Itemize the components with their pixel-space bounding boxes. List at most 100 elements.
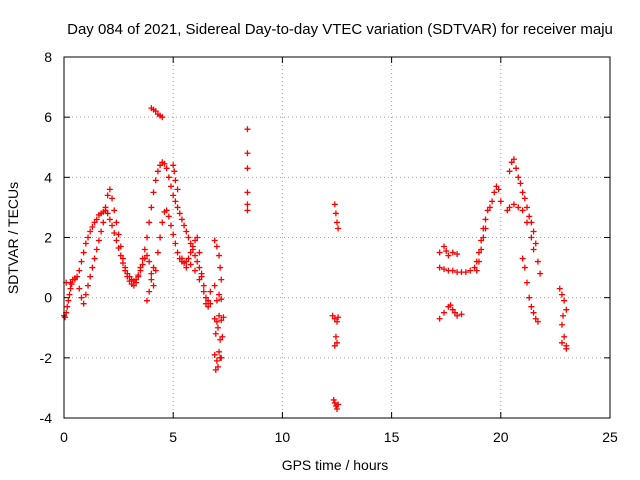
data-point <box>441 243 448 250</box>
data-point <box>82 240 89 247</box>
data-point <box>332 210 339 217</box>
data-point <box>506 168 513 175</box>
data-point <box>563 345 570 352</box>
data-point <box>126 273 133 280</box>
data-point <box>135 272 142 279</box>
data-point <box>117 243 124 250</box>
data-point <box>508 159 515 166</box>
data-point <box>119 255 126 262</box>
data-point <box>532 240 539 247</box>
data-point <box>146 288 153 295</box>
data-point <box>207 288 214 295</box>
data-point <box>111 207 118 214</box>
data-point <box>211 237 218 244</box>
data-point <box>143 252 150 259</box>
data-point <box>74 273 81 280</box>
data-point <box>482 216 489 223</box>
data-point <box>113 237 120 244</box>
data-point <box>436 315 443 322</box>
data-point <box>214 324 221 331</box>
data-point <box>454 251 461 258</box>
data-point <box>183 264 190 271</box>
data-point <box>524 204 531 211</box>
y-tick-label: 0 <box>44 290 52 306</box>
data-point <box>148 270 155 277</box>
data-point <box>124 270 131 277</box>
data-point <box>521 264 528 271</box>
data-point <box>561 333 568 340</box>
data-point <box>495 186 502 193</box>
data-point <box>98 228 105 235</box>
data-point <box>122 264 129 271</box>
data-point <box>517 180 524 187</box>
data-point <box>331 399 338 406</box>
x-tick-label: 25 <box>602 429 618 445</box>
data-point <box>205 297 212 304</box>
data-point <box>475 249 482 256</box>
data-point <box>334 318 340 325</box>
data-point <box>449 306 456 313</box>
data-point <box>89 223 96 230</box>
data-point <box>141 255 148 262</box>
x-axis-label: GPS time / hours <box>282 457 389 473</box>
data-point <box>176 210 183 217</box>
data-point <box>198 270 205 277</box>
data-point <box>217 354 224 361</box>
x-tick-label: 10 <box>275 429 291 445</box>
data-point <box>67 285 74 292</box>
data-point <box>329 312 336 319</box>
data-point <box>159 114 166 121</box>
data-point <box>78 258 85 265</box>
data-point <box>471 264 478 271</box>
y-tick-label: 4 <box>44 169 52 185</box>
data-point <box>196 276 203 283</box>
data-point <box>447 302 454 309</box>
data-point <box>441 309 448 316</box>
data-point <box>216 312 223 319</box>
y-tick-label: -2 <box>40 350 53 366</box>
data-point <box>493 183 500 190</box>
data-point <box>192 267 199 274</box>
data-point <box>194 258 201 265</box>
data-point <box>165 213 172 220</box>
data-point <box>331 315 338 322</box>
data-point <box>445 252 452 259</box>
y-tick-label: -4 <box>40 410 53 426</box>
data-point <box>534 318 541 325</box>
data-point <box>218 296 225 303</box>
data-point <box>141 246 148 253</box>
data-point <box>183 258 190 265</box>
data-point <box>211 282 218 289</box>
data-point <box>530 228 537 235</box>
data-point <box>91 255 98 262</box>
data-point <box>515 174 522 181</box>
data-point <box>214 363 221 370</box>
data-point <box>192 237 199 244</box>
data-point <box>216 252 223 259</box>
data-point <box>451 309 458 316</box>
data-point <box>154 249 161 256</box>
data-point <box>449 267 456 274</box>
data-point <box>563 306 570 313</box>
data-point <box>185 234 192 241</box>
data-point <box>202 294 209 301</box>
data-point <box>111 229 118 236</box>
data-point <box>524 279 531 286</box>
data-point <box>171 168 178 175</box>
data-point <box>244 201 251 208</box>
data-point <box>157 234 164 241</box>
data-point <box>89 264 96 271</box>
data-point <box>200 282 207 289</box>
data-point <box>334 405 340 412</box>
data-point <box>185 255 192 262</box>
data-point <box>530 309 537 316</box>
data-point <box>66 291 73 298</box>
plot-frame <box>63 56 611 419</box>
data-point <box>174 249 181 256</box>
data-point <box>441 266 448 273</box>
y-tick-label: 8 <box>44 49 52 65</box>
data-point <box>152 108 159 115</box>
data-point <box>335 401 342 408</box>
data-point <box>178 255 185 262</box>
